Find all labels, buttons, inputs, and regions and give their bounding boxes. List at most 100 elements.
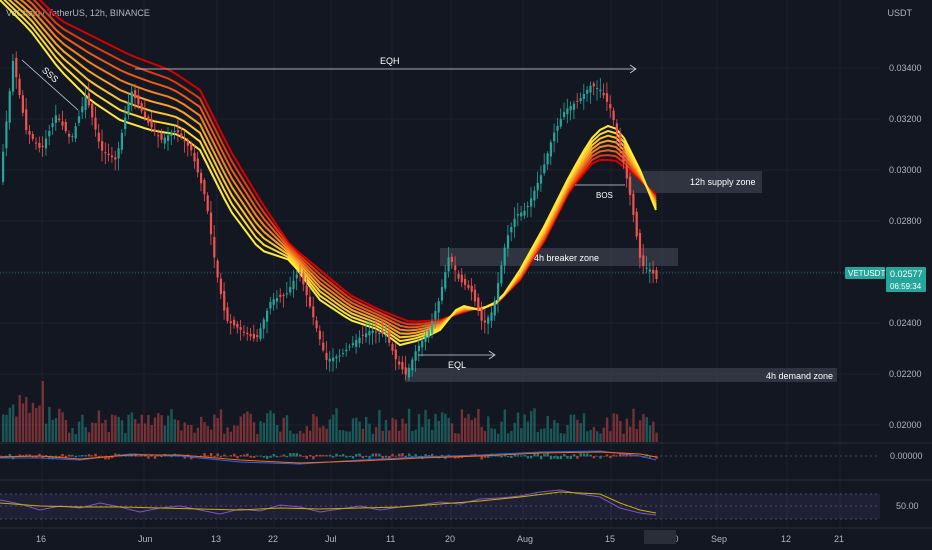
- macd-bar: [147, 456, 150, 459]
- candle-body: [437, 301, 440, 313]
- volume-bar: [411, 431, 414, 442]
- volume-bar: [318, 427, 322, 442]
- candle-body: [503, 247, 506, 266]
- candle-body: [497, 283, 500, 301]
- candle-body: [450, 256, 453, 262]
- volume-bar: [539, 429, 543, 442]
- macd-bar: [259, 455, 262, 457]
- candle-body: [302, 273, 305, 285]
- price-axis[interactable]: 0.034000.032000.030000.028000.026000.024…: [889, 63, 922, 430]
- macd-bar: [256, 455, 259, 457]
- volume-bar: [28, 412, 31, 442]
- volume-bar: [536, 432, 539, 442]
- candle-body: [427, 330, 430, 338]
- zones: [405, 171, 837, 382]
- volume-bar: [635, 429, 638, 442]
- macd-bar: [431, 453, 434, 457]
- candle-body: [150, 119, 153, 128]
- macd-bar: [252, 456, 256, 459]
- candle-body: [87, 93, 90, 106]
- time-axis-label: 11: [386, 534, 395, 544]
- macd-bar: [612, 454, 615, 457]
- volume-bar: [434, 413, 437, 442]
- volume-bar: [609, 431, 612, 442]
- macd-bar: [576, 456, 579, 459]
- macd-bar: [77, 455, 81, 457]
- macd-bar: [262, 456, 266, 458]
- macd-bar: [305, 456, 308, 459]
- volume-bar: [450, 423, 454, 442]
- volume-bar: [91, 422, 94, 442]
- price-tag-countdown: 06:59:34: [890, 282, 922, 291]
- candle-body: [143, 111, 147, 118]
- candle-body: [120, 132, 123, 150]
- candle-body: [493, 300, 496, 316]
- volume-bar: [417, 414, 421, 442]
- volume-bar: [41, 381, 44, 442]
- candle-body: [589, 85, 592, 93]
- candle-body: [533, 190, 536, 201]
- macd-bar: [41, 456, 44, 459]
- macd-bar: [556, 456, 559, 460]
- candle-body: [44, 138, 48, 149]
- candle-body: [54, 115, 57, 123]
- time-axis[interactable]: 16Jun1322Jul1120Aug1515:00Sep1221: [36, 534, 844, 544]
- candle-body: [124, 117, 127, 130]
- candle-body: [127, 102, 130, 116]
- volume-bar: [120, 420, 124, 442]
- candle-body: [530, 198, 533, 207]
- candle-body: [417, 345, 420, 352]
- volume-bar: [180, 430, 183, 442]
- volume-bar: [302, 433, 305, 442]
- macd-bar: [378, 453, 381, 457]
- macd-bar: [526, 456, 530, 459]
- macd-bar: [308, 454, 312, 457]
- volume-bar: [328, 419, 332, 442]
- price-axis-label: 0.02400: [889, 318, 922, 328]
- macd-bar: [589, 454, 592, 457]
- candle-body: [101, 141, 104, 151]
- volume-bar: [480, 426, 483, 442]
- macd-bar: [140, 455, 143, 457]
- volume-bar: [58, 408, 61, 442]
- volume-bar: [54, 418, 58, 442]
- volume-bar: [183, 422, 186, 442]
- currency-label: USDT: [887, 8, 913, 18]
- macd-bar: [153, 456, 157, 459]
- volume-bar: [381, 430, 384, 442]
- macd-bar: [302, 456, 305, 457]
- candle-body: [71, 136, 74, 138]
- volume-bar: [447, 417, 450, 442]
- volume-bar: [233, 425, 236, 442]
- macd-bar: [622, 454, 625, 457]
- volume-bar: [546, 415, 549, 442]
- candle-body: [374, 331, 378, 333]
- volume-bar: [477, 409, 480, 442]
- breaker-zone-box[interactable]: [440, 248, 678, 266]
- macd-bar: [200, 455, 203, 457]
- candle-body: [470, 285, 473, 292]
- demand-zone-box[interactable]: [405, 368, 837, 382]
- candle-body: [262, 319, 265, 329]
- candlesticks: [2, 51, 658, 381]
- volume-bar: [226, 427, 229, 442]
- macd-bar: [157, 455, 160, 457]
- candle-body: [576, 100, 579, 102]
- candle-body: [272, 299, 275, 305]
- volume-bar: [64, 420, 68, 442]
- sss-line[interactable]: [21, 59, 79, 111]
- macd-bar: [38, 453, 41, 457]
- candle-body: [401, 361, 404, 370]
- macd-bar: [549, 456, 553, 460]
- volume-bar: [21, 403, 25, 442]
- volume-bar: [338, 430, 341, 442]
- macd-bar: [351, 456, 355, 459]
- macd-bar: [246, 453, 249, 457]
- candle-body: [173, 130, 176, 132]
- symbol-title[interactable]: VeChain / TetherUS, 12h, BINANCE: [6, 8, 150, 18]
- candle-body: [117, 148, 120, 159]
- volume-bar: [200, 416, 203, 442]
- supply-zone-box[interactable]: [628, 171, 762, 193]
- volume-bar: [124, 433, 127, 442]
